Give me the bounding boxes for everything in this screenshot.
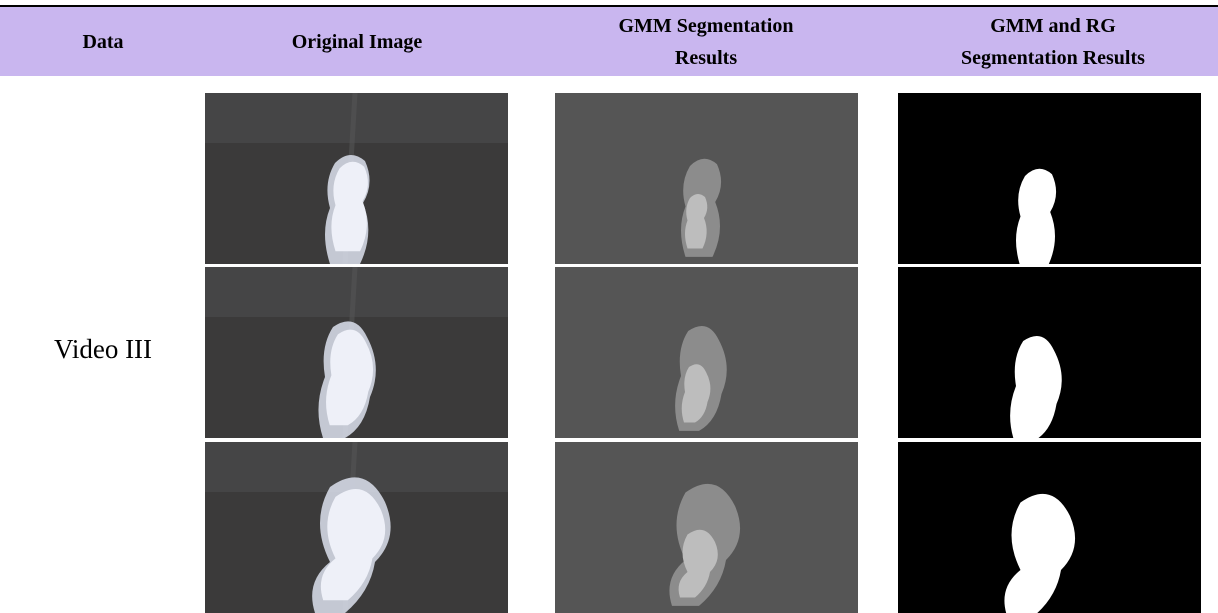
header-cell: GMM and RG Segmentation Results — [943, 7, 1163, 76]
image — [555, 442, 858, 613]
image — [555, 267, 858, 438]
image — [898, 267, 1201, 438]
shape — [555, 442, 858, 613]
image — [205, 267, 508, 438]
image — [205, 93, 508, 264]
segment — [685, 194, 707, 249]
shape — [555, 267, 858, 438]
shape — [898, 93, 1201, 264]
header-cell: Original Image — [257, 7, 457, 76]
image — [898, 442, 1201, 613]
header-cell: Data — [30, 7, 176, 76]
shape — [555, 93, 858, 264]
image — [898, 93, 1201, 264]
header-cell: GMM Segmentation Results — [606, 7, 806, 76]
shape — [898, 267, 1201, 438]
image — [205, 442, 508, 613]
shape — [898, 442, 1201, 613]
smoke — [331, 162, 368, 251]
shape — [205, 93, 508, 264]
shape — [205, 442, 508, 613]
mask — [1016, 169, 1056, 264]
page: Data Original Image GMM Segmentation Res… — [0, 0, 1218, 613]
row-label: Video III — [20, 334, 186, 365]
image — [555, 93, 858, 264]
shape — [205, 267, 508, 438]
